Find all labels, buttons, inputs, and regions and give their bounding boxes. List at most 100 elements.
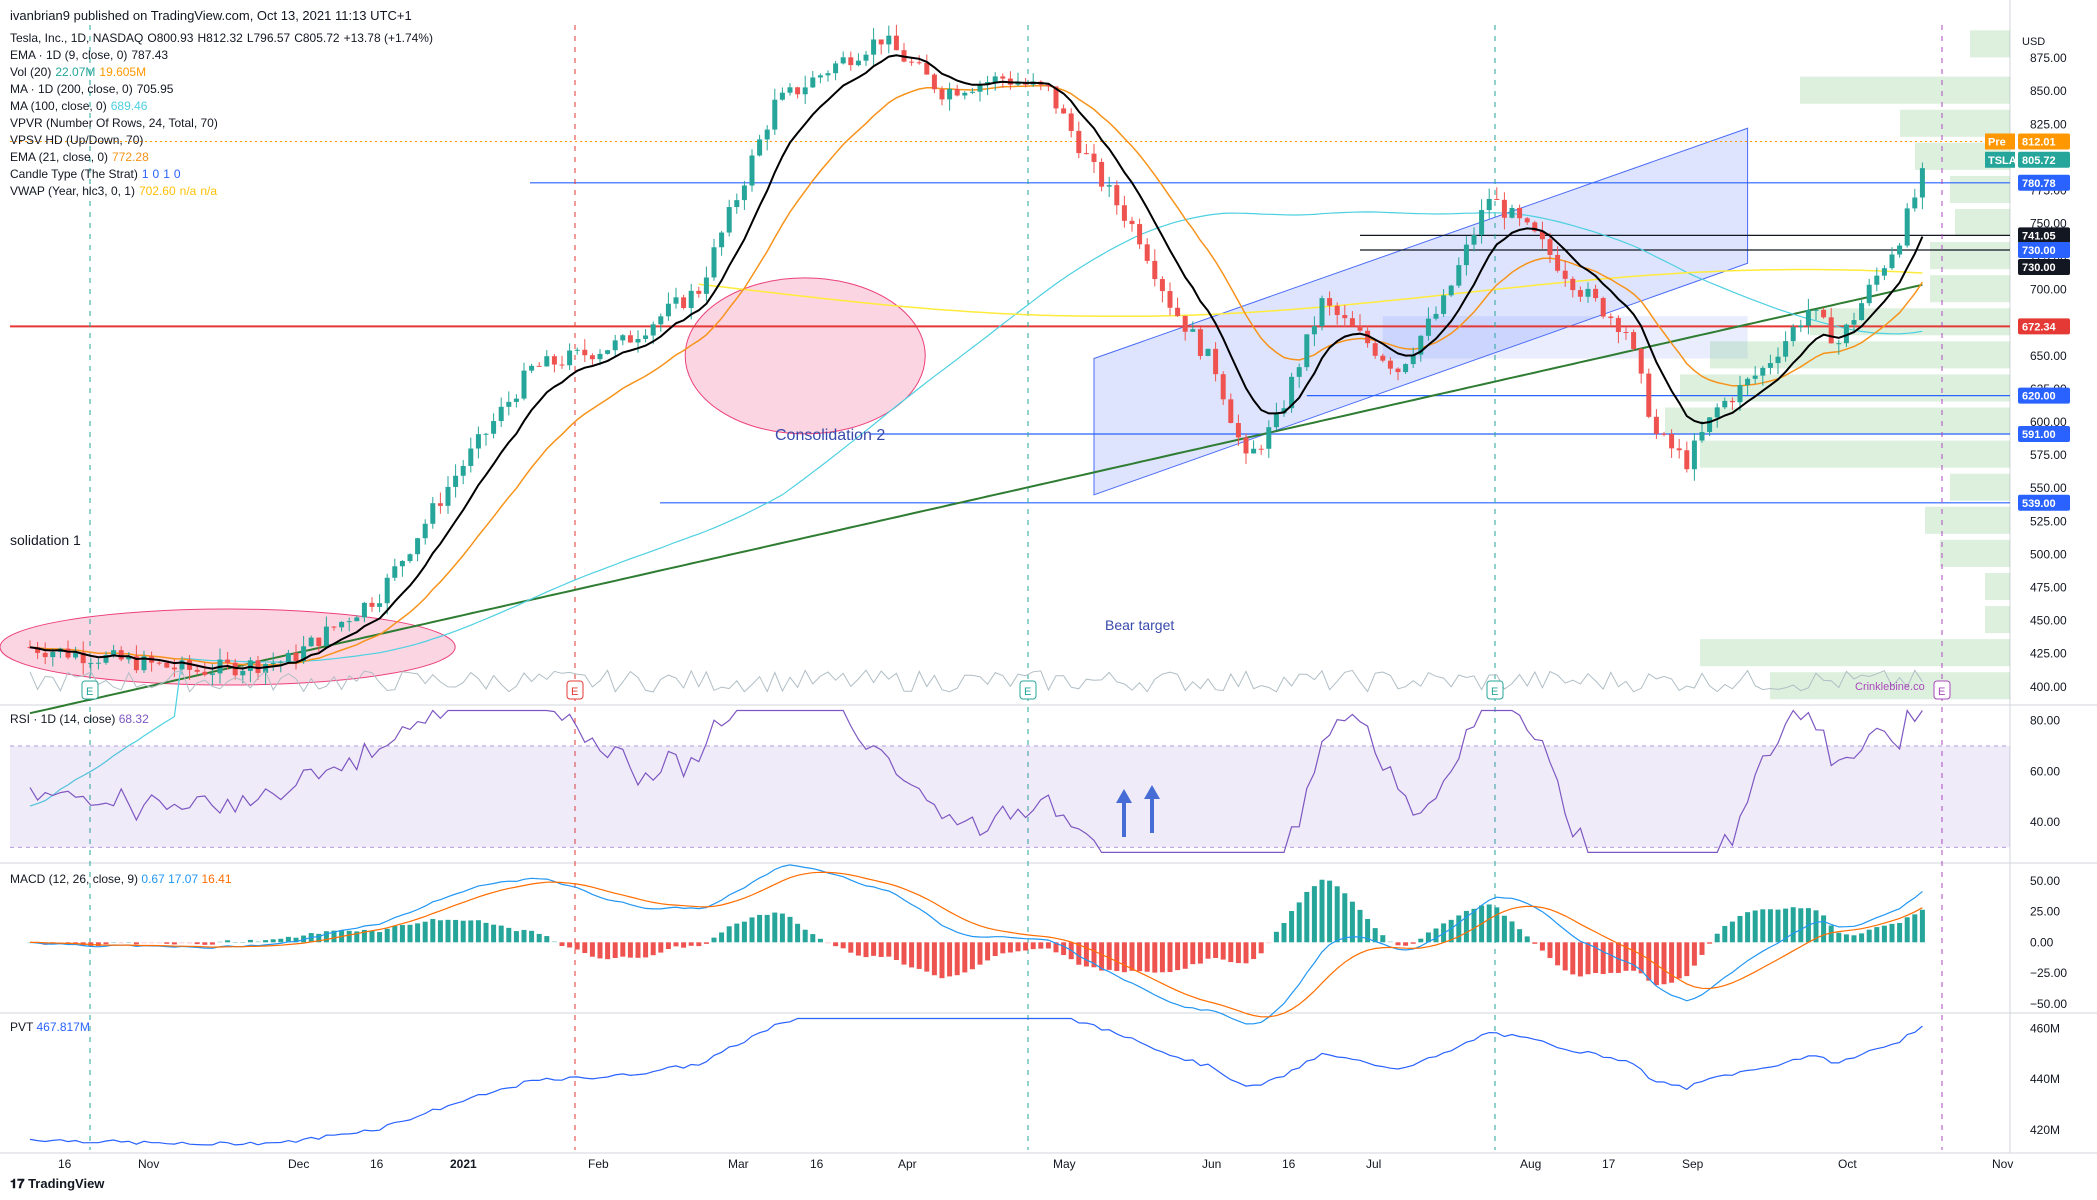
candle-body: [650, 324, 656, 336]
candle: [1425, 307, 1431, 341]
candle-body: [969, 91, 975, 93]
candle: [681, 294, 687, 310]
legend-row[interactable]: VPVR (Number Of Rows, 24, Total, 70): [10, 115, 218, 132]
macd-histogram-bar: [1904, 917, 1910, 943]
legend-row[interactable]: EMA · 1D (9, close, 0) 787.43: [10, 47, 168, 64]
candle: [643, 329, 649, 343]
candle-body: [232, 662, 238, 676]
candle-body: [711, 247, 717, 278]
candle-body: [1289, 376, 1295, 409]
macd-histogram-bar: [1433, 928, 1439, 943]
candle: [491, 413, 497, 439]
candle-body: [825, 73, 831, 76]
candle-body: [323, 626, 329, 646]
macd-histogram-bar: [301, 935, 307, 943]
candle-body: [1904, 208, 1910, 246]
price-axis-label: 850.00: [2030, 84, 2067, 98]
candle-body: [1783, 341, 1789, 357]
macd-histogram-bar: [1182, 942, 1188, 969]
candle: [1699, 420, 1705, 443]
macd-histogram-bar: [1471, 908, 1477, 943]
candle: [42, 642, 48, 665]
macd-histogram-bar: [1380, 935, 1386, 943]
candle-body: [453, 475, 459, 487]
candle-body: [1524, 218, 1530, 223]
legend-row[interactable]: EMA (21, close, 0) 772.28: [10, 149, 149, 166]
candle: [1144, 238, 1150, 264]
candle-body: [498, 406, 504, 422]
macd-histogram-bar: [1197, 942, 1203, 964]
price-tag: [2018, 242, 2070, 258]
chart-annotation: Bear target: [1105, 617, 1174, 633]
candle: [1349, 311, 1355, 327]
macd-histogram-bar: [711, 937, 717, 943]
tradingview-brand[interactable]: 𝟏𝟕 TradingView: [10, 1176, 105, 1191]
candle-body: [1615, 318, 1621, 332]
candle-body: [559, 364, 565, 366]
macd-histogram-bar: [1752, 910, 1758, 943]
candle: [665, 292, 671, 321]
time-axis-label: Mar: [728, 1157, 749, 1171]
candle-body: [475, 434, 481, 449]
price-axis-label: 825.00: [2030, 117, 2067, 131]
candle: [1068, 108, 1074, 138]
legend-row[interactable]: MA (100, close, 0) 689.46: [10, 98, 147, 115]
pvt-legend: PVT 467.817M: [10, 1020, 90, 1034]
macd-histogram-bar: [627, 942, 633, 958]
legend-row[interactable]: Tesla, Inc., 1D, NASDAQ O800.93 H812.32 L79…: [10, 30, 433, 47]
candle-body: [1836, 343, 1842, 345]
macd-histogram-bar: [1053, 942, 1059, 953]
volume-profile-bar: [1955, 208, 2010, 237]
legend-value: 772.28: [112, 150, 149, 164]
candle: [939, 86, 945, 106]
legend-row[interactable]: VPSV HD (Up/Down, 70): [10, 132, 143, 149]
candle-body: [1418, 335, 1424, 355]
legend-row[interactable]: Vol (20) 22.07M 19.605M: [10, 64, 146, 81]
volume-profile-bar: [1930, 242, 2010, 270]
legend-row[interactable]: MA · 1D (200, close, 0) 705.95: [10, 81, 173, 98]
price-axis-label: 500.00: [2030, 547, 2067, 561]
candle: [384, 573, 390, 615]
macd-histogram-bar: [1653, 942, 1659, 986]
candle-body: [1121, 205, 1127, 221]
macd-histogram-bar: [521, 929, 527, 943]
candle-body: [1152, 260, 1158, 280]
macd-histogram-bar: [1387, 941, 1393, 943]
candle: [1175, 297, 1181, 318]
macd-histogram-bar: [924, 942, 930, 972]
macd-histogram-bar: [1403, 942, 1409, 946]
volume-profile-bar: [1930, 275, 2010, 303]
price-axis-label: 475.00: [2030, 581, 2067, 595]
candle: [498, 397, 504, 428]
candle: [1866, 278, 1872, 307]
candle-body: [924, 63, 930, 75]
legend-row[interactable]: VWAP (Year, hlc3, 0, 1) 702.60 n/a n/a: [10, 183, 217, 200]
candle-body: [1190, 329, 1196, 332]
macd-histogram-bar: [133, 942, 139, 945]
candle: [1600, 296, 1606, 319]
candle-body: [1106, 185, 1112, 187]
macd-histogram-bar: [1342, 893, 1348, 943]
macd-histogram-bar: [1699, 942, 1705, 955]
time-axis-label: Jul: [1366, 1157, 1381, 1171]
macd-histogram-bar: [1737, 915, 1743, 943]
macd-histogram-bar: [491, 924, 497, 943]
time-axis-label: Feb: [588, 1157, 609, 1171]
candle-body: [1600, 298, 1606, 317]
macd-histogram-bar: [1570, 942, 1576, 975]
candle-body: [833, 63, 839, 74]
candle-body: [1015, 83, 1021, 85]
candle: [1471, 227, 1477, 252]
candle-body: [1076, 130, 1082, 154]
legend-row[interactable]: Candle Type (The Strat) 1 0 1 0: [10, 166, 181, 183]
macd-histogram-bar: [247, 939, 253, 943]
price-tag-value: 539.00: [2022, 498, 2056, 510]
candle-body: [377, 603, 383, 607]
candle-body: [795, 87, 801, 95]
candle: [308, 635, 314, 647]
macd-histogram-bar: [369, 931, 375, 943]
macd-histogram-bar: [1539, 942, 1545, 951]
candle: [35, 641, 41, 659]
candle-body: [863, 54, 869, 61]
